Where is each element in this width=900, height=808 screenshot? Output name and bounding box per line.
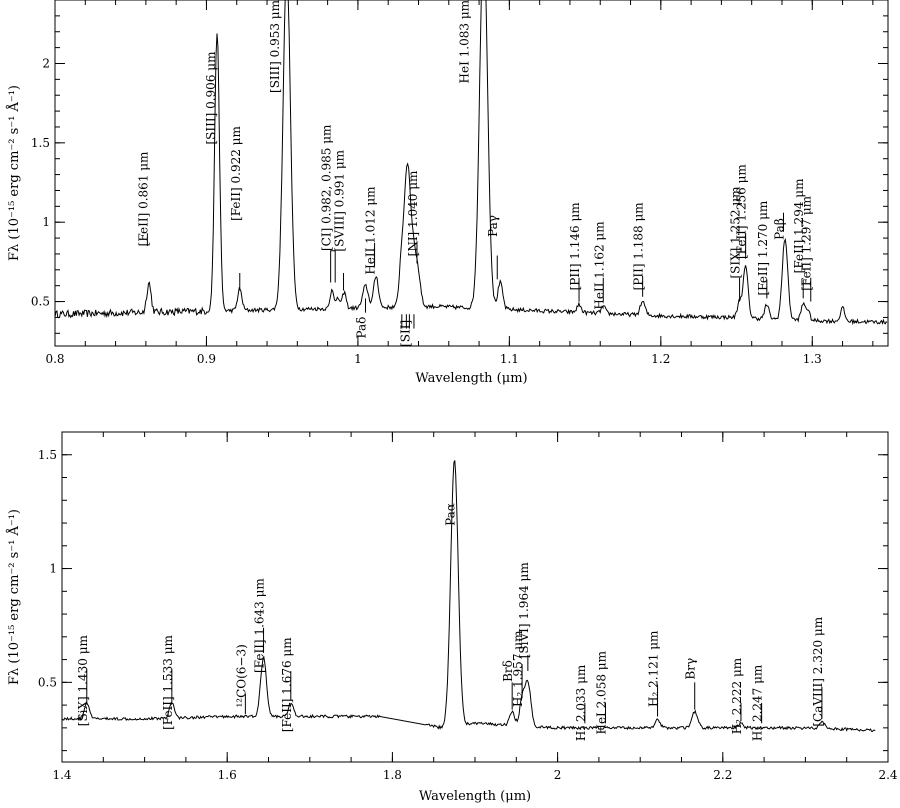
y-tick-label: 1: [49, 562, 57, 576]
x-axis-label: Wavelength (μm): [419, 789, 531, 804]
x-tick-label: 1.3: [803, 352, 822, 366]
line-label: H₂ 2.247 μm: [751, 664, 765, 741]
line-label: [SVIII] 0.991 μm: [333, 149, 347, 251]
line-label: [FeII] 0.922 μm: [229, 126, 243, 221]
line-label: H₂ 2.222 μm: [730, 657, 744, 734]
line-label: [FeII] 1.294 μm: [792, 178, 806, 273]
line-label: [SIII] 0.953 μm: [268, 0, 282, 93]
line-label: H₂ 1.957 μm: [511, 630, 525, 707]
x-tick-label: 1.2: [651, 352, 670, 366]
y-tick-label: 1: [42, 215, 50, 229]
x-tick-label: 1.4: [52, 768, 71, 782]
chart-panel-1: 0.8 0.9 1 1.1 1.2 1.3 0.5 1 1.5 2 Wavelength (μm) F…: [6, 0, 889, 386]
line-label: [PII] 1.146 μm: [568, 202, 582, 291]
line-label: H₂ 2.121 μm: [647, 630, 661, 707]
y-tick-label: 0.5: [38, 675, 57, 689]
x-tick-label: 1.1: [500, 352, 519, 366]
line-label: H₂ 2.033 μm: [574, 664, 588, 741]
line-label: HeI 2.058 μm: [595, 650, 609, 734]
line-label: [FeII] 1.676 μm: [280, 637, 294, 732]
line-label: [CaVIII] 2.320 μm: [811, 616, 825, 726]
x-axis-label: Wavelength (μm): [415, 371, 527, 386]
plot-frame: [54, 0, 889, 347]
line-label: Paα: [443, 503, 457, 526]
y-axis-label: Fλ (10⁻¹⁵ erg cm⁻² s⁻¹ Å⁻¹): [6, 509, 22, 685]
line-label: Brδ: [501, 660, 515, 682]
line-label: [SiVI] 1.964 μm: [517, 562, 531, 659]
y-tick-label: 1.5: [31, 136, 50, 150]
y-tick-label: 0.5: [31, 295, 50, 309]
line-label: Brγ: [684, 658, 698, 680]
line-label: [SiX] 1.430 μm: [76, 634, 90, 726]
line-label: [SIX] 1.252 μm: [729, 186, 743, 279]
y-tick-label: 1.5: [38, 448, 57, 462]
spectrum-line: [55, 0, 888, 326]
line-label: [FeII] 1.256 μm: [735, 164, 749, 259]
line-label: HeII 1.012 μm: [364, 186, 378, 275]
y-tick-label: 2: [42, 56, 50, 70]
y-axis-label: Fλ (10⁻¹⁵ erg cm⁻² s⁻¹ Å⁻¹): [6, 85, 22, 261]
line-label: HeI 1.083 μm: [457, 0, 471, 83]
x-tick-label: 0.8: [45, 352, 64, 366]
x-tick-label: 1.8: [383, 768, 402, 782]
x-tick-label: 0.9: [197, 352, 216, 366]
x-tick-label: 1: [354, 352, 362, 366]
x-tick-label: 1.6: [218, 768, 237, 782]
x-tick-label: 2.2: [713, 768, 732, 782]
spectrum-line: [62, 460, 876, 733]
line-label: [FeII] 0.861 μm: [136, 151, 150, 246]
line-label: [NI] 1.040 μm: [406, 170, 420, 256]
line-label: [FeII] 1.643 μm: [253, 578, 267, 673]
line-label: Paδ: [354, 317, 368, 339]
x-tick-label: 2: [554, 768, 562, 782]
chart-panel-2: 1.4 1.6 1.8 2 2.2 2.4 0.5 1 1.5 Wavelength (μm) Fλ…: [6, 431, 898, 804]
line-label: [FeII] 1.270 μm: [756, 200, 770, 295]
line-label: HeII 1.162 μm: [592, 221, 606, 310]
line-label: [SIII] 0.906 μm: [204, 51, 218, 145]
line-label: [PII] 1.188 μm: [632, 202, 646, 291]
line-label: [FeII] 1.297 μm: [800, 195, 814, 290]
line-label: Paγ: [486, 215, 500, 237]
line-label: [CI] 0.982, 0.985 μm: [320, 124, 334, 251]
line-label: Paβ: [772, 218, 786, 240]
line-label: [FeII] 1.533 μm: [161, 634, 175, 729]
x-tick-label: 2.4: [878, 768, 897, 782]
line-label: [SII]: [398, 320, 412, 347]
line-label: ¹²CO(6−3): [234, 644, 248, 707]
ci-bracket: [330, 250, 336, 283]
